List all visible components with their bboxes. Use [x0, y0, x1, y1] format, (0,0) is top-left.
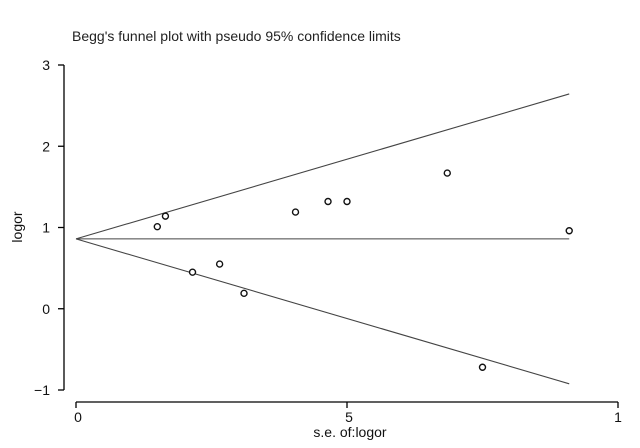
y-tick-label: 0 [42, 301, 50, 317]
data-point [443, 169, 451, 177]
data-point [291, 208, 300, 216]
data-point [161, 212, 170, 220]
data-point [565, 227, 573, 235]
x-tick-label: 1 [614, 409, 622, 425]
data-point [240, 289, 248, 298]
confidence-limits [75, 93, 570, 385]
x-tick-label: 0 [74, 409, 82, 425]
y-tick-label: 3 [42, 57, 50, 73]
data-point [343, 197, 351, 206]
upper-confidence-limit [75, 93, 570, 240]
y-tick-label: −1 [34, 382, 50, 398]
y-tick-label: 1 [42, 220, 50, 236]
data-point [188, 268, 197, 276]
data-points [153, 169, 573, 371]
x-tick-label: 5 [345, 409, 353, 425]
y-tick-label: 2 [42, 138, 50, 154]
data-point [153, 222, 162, 231]
data-point [478, 363, 487, 371]
data-point [215, 260, 224, 268]
y-axis-title: logor [9, 211, 25, 242]
lower-confidence-limit [75, 238, 570, 385]
chart-title: Begg's funnel plot with pseudo 95% confi… [72, 28, 401, 44]
data-point [324, 197, 332, 206]
axes: −1 0 1 2 3 0 5 1 [34, 57, 622, 425]
x-axis-title: s.e. of:logor [313, 424, 386, 440]
